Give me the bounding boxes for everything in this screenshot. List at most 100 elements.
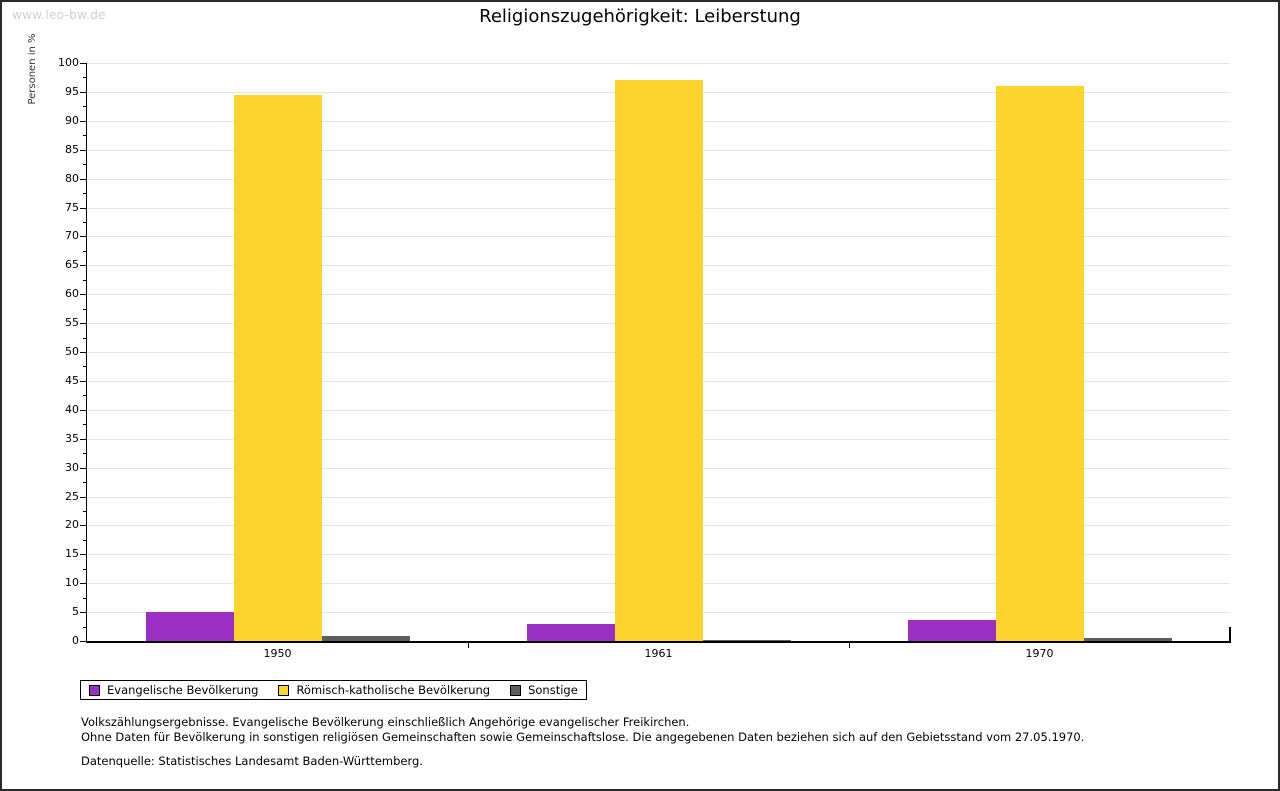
x-axis-line — [86, 641, 1230, 643]
y-tick-minor — [83, 539, 87, 541]
y-tick-label: 30 — [65, 460, 79, 474]
y-tick-label: 10 — [65, 576, 79, 590]
bar[interactable] — [233, 94, 322, 641]
y-tick-major — [80, 612, 87, 614]
y-tick-minor — [83, 626, 87, 628]
page-title: Religionszugehörigkeit: Leiberstung — [479, 6, 801, 27]
y-tick-minor — [83, 135, 87, 137]
legend-item[interactable]: Evangelische Bevölkerung — [89, 683, 258, 697]
bar[interactable] — [702, 640, 791, 641]
y-tick-minor — [83, 568, 87, 570]
y-tick-major — [80, 323, 87, 325]
y-tick-label: 100 — [58, 56, 79, 69]
x-tick-label: 1970 — [1025, 647, 1054, 660]
y-tick-label: 40 — [65, 402, 79, 416]
square-swatch-icon — [510, 684, 522, 696]
y-tick-label: 85 — [65, 142, 79, 156]
y-tick-minor — [83, 106, 87, 108]
bar-group — [849, 63, 1230, 641]
chart-legend: Evangelische Bevölkerung Römisch-katholis… — [80, 680, 587, 700]
y-tick-label: 50 — [65, 345, 79, 358]
bar[interactable] — [995, 86, 1084, 641]
y-tick-minor — [83, 597, 87, 599]
y-tick-minor — [83, 424, 87, 426]
y-tick-label: 15 — [65, 547, 79, 561]
bar[interactable] — [526, 624, 615, 641]
y-tick-label: 55 — [65, 316, 79, 330]
footnote-line-2: Ohne Daten für Bevölkerung in sonstigen … — [81, 730, 1085, 744]
legend-item-label: Sonstige — [528, 683, 578, 697]
y-tick-minor — [83, 250, 87, 252]
y-tick-label: 75 — [65, 200, 79, 214]
y-tick-major — [80, 265, 87, 267]
legend-item-label: Evangelische Bevölkerung — [107, 683, 259, 697]
y-tick-label: 25 — [65, 489, 79, 503]
y-tick-label: 45 — [65, 373, 79, 387]
y-tick-major — [80, 178, 87, 180]
y-tick-major — [80, 207, 87, 209]
y-tick-major — [80, 352, 87, 353]
x-axis-separator-tick — [468, 641, 469, 648]
bar[interactable] — [907, 620, 996, 641]
y-tick-minor — [83, 77, 87, 79]
y-tick-major — [80, 409, 87, 411]
y-tick-major — [80, 583, 87, 585]
watermark-text: www.leo-bw.de — [12, 8, 106, 22]
y-tick-minor — [83, 164, 87, 166]
x-axis-end-tick — [1229, 627, 1231, 643]
data-source-note: Datenquelle: Statistisches Landesamt Bad… — [81, 754, 423, 768]
y-tick-minor — [83, 221, 87, 223]
y-tick-label: 5 — [72, 605, 79, 619]
y-tick-minor — [83, 337, 87, 339]
y-tick-label: 90 — [65, 113, 79, 127]
y-tick-label: 60 — [65, 287, 79, 301]
footnote-line-1: Volkszählungsergebnisse. Evangelische Be… — [81, 715, 690, 729]
bar[interactable] — [1083, 638, 1172, 641]
x-tick-label: 1950 — [263, 647, 292, 660]
y-tick-minor — [83, 308, 87, 310]
legend-item[interactable]: Sonstige — [510, 683, 578, 697]
y-tick-minor — [83, 193, 87, 195]
y-tick-major — [80, 63, 87, 64]
y-tick-major — [80, 380, 87, 382]
y-tick-minor — [83, 453, 87, 455]
y-tick-major — [80, 91, 87, 93]
square-swatch-icon — [278, 684, 290, 696]
x-axis-separator-tick — [849, 641, 850, 648]
plot-area: 0 5 10 15 20 25 30 35 40 45 50 55 60 65 70 75 80 85 90 95 10… — [58, 57, 1231, 660]
y-tick-label: 70 — [65, 229, 79, 243]
y-tick-minor — [83, 482, 87, 484]
y-tick-minor — [83, 366, 87, 368]
y-tick-label: 95 — [65, 84, 79, 98]
y-tick-major — [80, 120, 87, 122]
x-tick-label: 1961 — [644, 647, 673, 660]
y-tick-major — [80, 554, 87, 556]
y-tick-major — [80, 467, 87, 469]
bar-group — [468, 63, 849, 641]
y-tick-label: 65 — [65, 258, 79, 272]
bar-group — [87, 63, 468, 641]
y-tick-major — [80, 525, 87, 527]
footnote-block: Volkszählungsergebnisse. Evangelische Be… — [81, 715, 1084, 745]
bar[interactable] — [145, 612, 234, 641]
square-swatch-icon — [89, 684, 100, 696]
y-tick-major — [80, 149, 87, 151]
y-tick-major — [80, 496, 87, 498]
y-tick-label: 80 — [65, 171, 79, 185]
y-tick-label: 35 — [65, 431, 79, 445]
y-tick-label: 20 — [65, 518, 79, 532]
y-tick-major — [80, 438, 87, 440]
y-tick-minor — [83, 395, 87, 397]
legend-item[interactable]: Römisch-katholische Bevölkerung — [278, 683, 490, 697]
y-tick-label: 0 — [72, 634, 79, 647]
legend-item-label: Römisch-katholische Bevölkerung — [296, 683, 491, 697]
gridline — [87, 63, 1230, 64]
y-tick-major — [80, 641, 87, 642]
y-tick-major — [80, 236, 87, 238]
y-tick-minor — [83, 279, 87, 281]
bar[interactable] — [321, 636, 410, 641]
y-tick-major — [80, 294, 87, 296]
y-tick-minor — [83, 510, 87, 512]
bar[interactable] — [614, 79, 703, 641]
